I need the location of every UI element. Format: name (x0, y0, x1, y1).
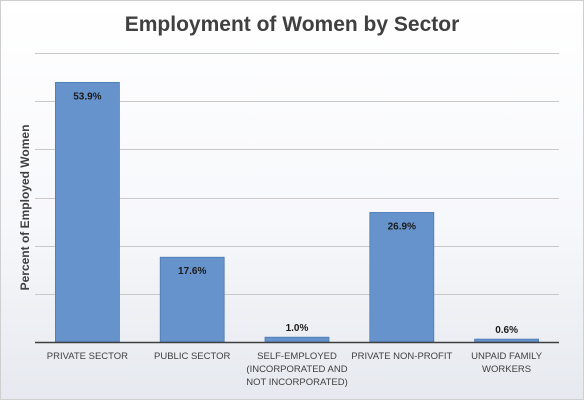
data-label: 17.6% (178, 266, 206, 277)
data-label: 26.9% (388, 221, 416, 232)
data-label: 1.0% (286, 323, 309, 334)
category-label: UNPAID FAMILY (471, 351, 543, 362)
bar (264, 336, 330, 343)
y-axis-label: Percent of Employed Women (18, 125, 32, 291)
category-label: PUBLIC SECTOR (154, 351, 231, 362)
category-label: WORKERS (482, 364, 531, 375)
category-label: (INCORPORATED AND (246, 364, 347, 375)
bar (369, 212, 435, 343)
category-label: NOT INCORPORATED) (246, 377, 348, 388)
chart-title: Employment of Women by Sector (124, 13, 460, 36)
bar (474, 338, 540, 343)
category-label: PRIVATE SECTOR (47, 351, 128, 362)
category-label: PRIVATE NON-PROFIT (351, 351, 452, 362)
data-label: 0.6% (495, 325, 518, 336)
category-label: SELF-EMPLOYED (257, 351, 337, 362)
bar (55, 81, 120, 343)
data-label: 53.9% (73, 91, 101, 102)
bar (159, 256, 225, 343)
